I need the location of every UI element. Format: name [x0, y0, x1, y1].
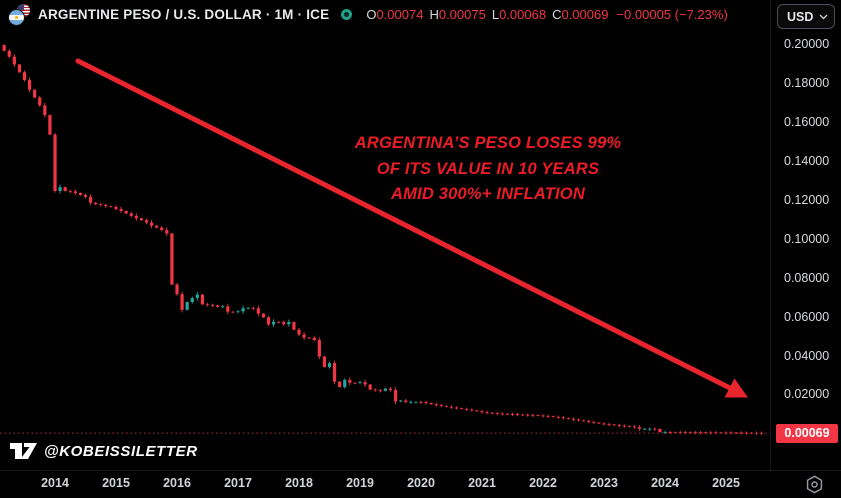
low-value: 0.00068: [499, 7, 547, 22]
time-axis-divider: [0, 470, 841, 471]
year-label: 2016: [163, 476, 191, 490]
time-axis[interactable]: 2014 2015 2016 2017 2018 2019 2020 2021 2022 2023…: [0, 471, 841, 498]
price-axis[interactable]: 0.00069 0.20000 0.18000 0.16000 0.14000 0.12…: [771, 0, 841, 470]
high-value: 0.00075: [438, 7, 486, 22]
annotation-line-3: AMID 300%+ INFLATION: [391, 185, 585, 203]
open-label: O: [366, 7, 377, 22]
high-label: H: [429, 7, 439, 22]
watermark: @KOBEISSILETTER: [10, 443, 198, 460]
year-label: 2023: [590, 476, 618, 490]
year-label: 2018: [285, 476, 313, 490]
year-label: 2017: [224, 476, 252, 490]
chevron-down-icon: [819, 14, 828, 19]
change-value: −0.00005 (−7.23%): [616, 7, 728, 22]
open-value: 0.00074: [376, 7, 424, 22]
annotation-line-1: ARGENTINA’S PESO LOSES 99%: [354, 134, 622, 152]
symbol-title[interactable]: ARGENTINE PESO / U.S. DOLLAR · 1M · ICE: [38, 7, 330, 22]
price-tick-label: 0.14000: [784, 153, 830, 168]
year-label: 2020: [407, 476, 435, 490]
close-label: C: [552, 7, 562, 22]
axis-settings-icon[interactable]: [804, 474, 825, 495]
year-label: 2019: [346, 476, 374, 490]
price-tick-label: 0.16000: [784, 114, 830, 129]
price-tick-label: 0.12000: [784, 192, 830, 207]
trend-arrow[interactable]: [75, 58, 748, 398]
ohlc-values: O0.00074 H0.00075 L0.00068 C0.00069 −0.0…: [366, 7, 727, 22]
price-axis-divider: [770, 0, 771, 471]
year-label: 2025: [712, 476, 740, 490]
current-price-badge: 0.00069: [776, 423, 838, 443]
watermark-handle: @KOBEISSILETTER: [44, 443, 198, 460]
price-tick-label: 0.18000: [784, 75, 830, 90]
candlestick-series: [2, 44, 764, 435]
price-tick-label: 0.04000: [784, 348, 830, 363]
annotation-text[interactable]: ARGENTINA’S PESO LOSES 99% OF ITS VALUE …: [337, 131, 639, 208]
chart-legend: ARGENTINE PESO / U.S. DOLLAR · 1M · ICE …: [8, 4, 728, 26]
close-value: 0.00069: [561, 7, 609, 22]
currency-label: USD: [787, 9, 814, 24]
price-tick-label: 0.20000: [784, 37, 830, 51]
year-label: 2022: [529, 476, 557, 490]
price-tick-label: 0.08000: [784, 270, 830, 285]
year-label: 2024: [651, 476, 679, 490]
price-tick-label: 0.02000: [784, 387, 830, 402]
year-label: 2021: [468, 476, 496, 490]
currency-select-button[interactable]: USD: [777, 4, 835, 29]
symbol-flag-icon: [8, 4, 30, 26]
market-status-icon[interactable]: [341, 9, 353, 20]
price-tick-label: 0.06000: [784, 309, 830, 324]
year-label: 2014: [41, 476, 69, 490]
year-label: 2015: [102, 476, 130, 490]
tradingview-logo-icon: [10, 443, 37, 459]
price-tick-label: 0.10000: [784, 231, 830, 246]
annotation-line-2: OF ITS VALUE IN 10 YEARS: [376, 159, 600, 178]
low-label: L: [491, 7, 500, 22]
